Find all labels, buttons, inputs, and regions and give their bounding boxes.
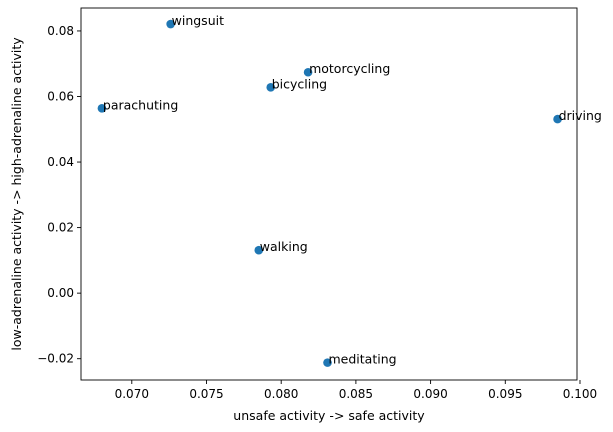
- y-tick-label: 0.08: [47, 24, 74, 38]
- x-tick-label: 0.090: [413, 387, 447, 401]
- y-tick-label: 0.00: [47, 286, 74, 300]
- y-tick-label: −0.02: [37, 352, 74, 366]
- data-point: [553, 114, 562, 124]
- plot-frame: [80, 7, 578, 381]
- data-point: [166, 19, 175, 29]
- data-point-label: wingsuit: [172, 13, 224, 28]
- x-tick-label: 0.095: [488, 387, 522, 401]
- x-tick-label: 0.100: [563, 387, 597, 401]
- data-point-label: motorcycling: [309, 61, 390, 76]
- x-tick-label: 0.075: [189, 387, 223, 401]
- data-point-label: walking: [260, 239, 308, 254]
- y-tick-label: 0.06: [47, 89, 74, 103]
- y-axis-label: low-adrenaline activity -> high-adrenali…: [9, 37, 24, 351]
- y-tick-label: 0.04: [47, 155, 74, 169]
- x-tick-label: 0.070: [115, 387, 149, 401]
- data-point-label: parachuting: [103, 97, 178, 112]
- x-tick-label: 0.085: [339, 387, 373, 401]
- data-point: [266, 83, 276, 92]
- data-point: [254, 245, 264, 255]
- data-point: [323, 358, 332, 367]
- data-point-label: bicycling: [272, 76, 327, 91]
- data-point-label: meditating: [329, 352, 397, 367]
- y-tick-label: 0.02: [47, 221, 74, 235]
- data-point: [303, 67, 313, 77]
- data-point-label: driving: [559, 108, 602, 123]
- x-axis-label: unsafe activity -> safe activity: [233, 408, 425, 423]
- data-point: [97, 103, 107, 113]
- plot-layer: 0.070 0.075 0.080 0.085 0.090 0.095 0.100 −0.02…: [37, 7, 602, 401]
- x-tick-label: 0.080: [264, 387, 298, 401]
